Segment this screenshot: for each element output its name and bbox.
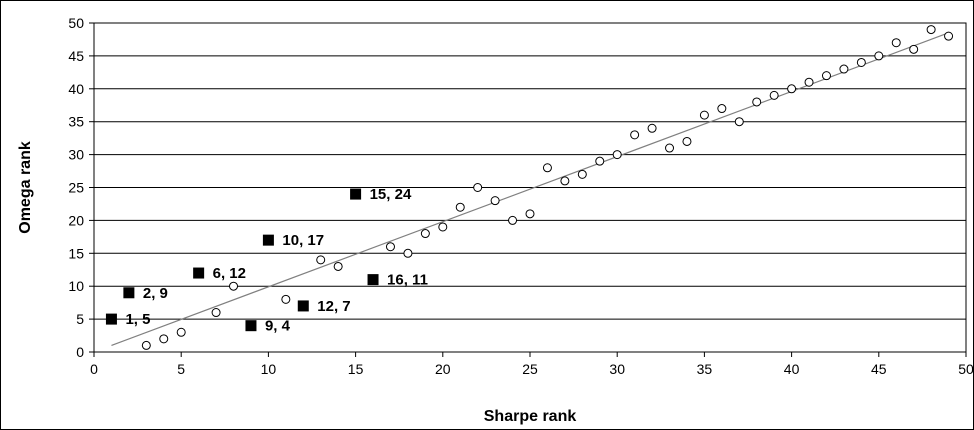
data-point-circle [787,84,797,94]
data-point-circle [856,57,866,67]
data-point-circle [909,44,919,54]
data-point-circle [333,261,343,271]
y-tick-label: 10 [68,278,84,294]
point-label: 9, 4 [265,318,291,335]
x-tick-label: 40 [784,361,800,377]
point-label: 6, 12 [213,265,246,282]
data-point-circle [560,176,570,186]
data-point-circle [229,281,239,291]
y-tick-label: 30 [68,147,84,163]
data-point-circle [438,222,448,232]
data-point-circle [682,136,692,146]
data-point-square [297,300,309,312]
data-point-square [193,267,205,279]
point-label: 12, 7 [317,298,350,315]
x-tick-label: 25 [522,361,538,377]
point-label: 16, 11 [387,272,428,289]
data-point-circle [804,77,814,87]
data-point-circle [542,163,552,173]
data-point-circle [926,25,936,35]
data-point-circle [595,156,605,166]
point-label: 2, 9 [143,285,168,302]
y-tick-label: 0 [76,344,84,360]
data-point-circle [734,117,744,127]
data-point-circle [281,294,291,304]
y-axis-ticks: 0 5 10 15 20 25 30 35 40 45 50 [68,15,94,360]
data-point-circle [944,31,954,41]
x-tick-label: 35 [697,361,713,377]
point-label: 1, 5 [125,311,150,328]
y-tick-label: 5 [76,311,84,327]
data-point-circle [211,308,221,318]
data-point-circle [420,229,430,239]
data-point-circle [455,202,465,212]
x-tick-label: 10 [261,361,277,377]
data-point-circle [385,242,395,252]
point-label: 15, 24 [370,186,412,203]
data-point-circle [141,340,151,350]
data-point-square [245,320,257,332]
data-point-circle [821,71,831,81]
point-label: 10, 17 [282,232,324,249]
y-tick-label: 50 [68,15,84,31]
y-tick-label: 45 [68,48,84,64]
y-tick-label: 40 [68,81,84,97]
y-tick-label: 25 [68,180,84,196]
x-tick-label: 0 [90,361,98,377]
data-point-circle [403,248,413,258]
data-point-circle [891,38,901,48]
data-point-circle [874,51,884,61]
x-tick-label: 30 [609,361,625,377]
y-tick-label: 20 [68,212,84,228]
data-point-circle [176,327,186,337]
x-tick-label: 20 [435,361,451,377]
data-point-circle [769,90,779,100]
x-tick-label: 15 [348,361,364,377]
data-point-square [105,313,117,325]
data-point-circle [490,196,500,206]
y-tick-label: 35 [68,114,84,130]
data-point-square [367,274,379,286]
data-point-circle [699,110,709,120]
x-axis-title: Sharpe rank [484,408,577,425]
x-tick-label: 50 [958,361,974,377]
data-point-circle [630,130,640,140]
data-point-square [123,287,135,299]
data-point-circle [665,143,675,153]
data-point-circle [839,64,849,74]
x-tick-label: 5 [177,361,185,377]
x-tick-label: 45 [871,361,887,377]
x-axis-ticks: 0 5 10 15 20 25 30 35 40 45 50 [90,352,974,377]
y-tick-label: 15 [68,245,84,261]
data-point-circle [577,169,587,179]
data-points [105,25,954,350]
data-point-circle [159,334,169,344]
data-point-circle [612,150,622,160]
data-point-square [350,188,362,200]
point-labels: 1, 5 2, 9 6, 12 9, 4 10, 17 12, 7 15, 24 16, 11 [125,186,427,335]
data-point-circle [717,104,727,114]
data-point-circle [752,97,762,107]
data-point-circle [473,183,483,192]
data-point-circle [316,255,326,265]
data-point-square [262,234,274,246]
data-point-circle [525,209,535,219]
data-point-circle [508,215,518,225]
data-point-circle [647,123,657,133]
y-axis-title: Omega rank [17,141,34,234]
